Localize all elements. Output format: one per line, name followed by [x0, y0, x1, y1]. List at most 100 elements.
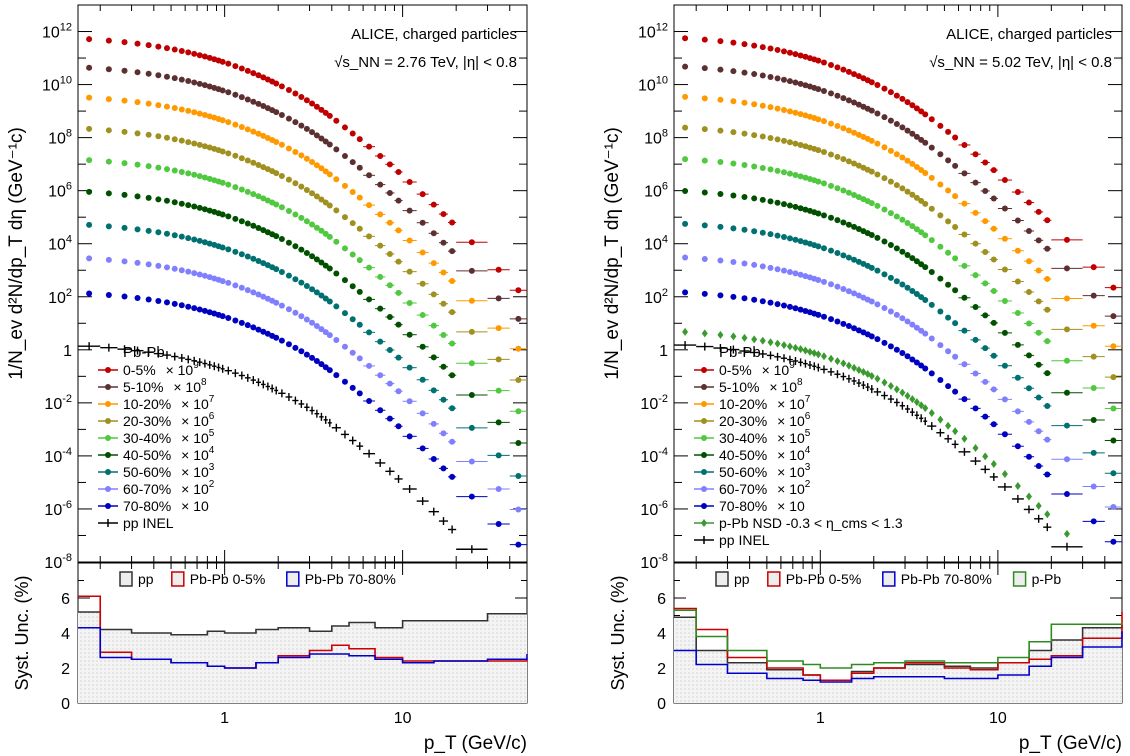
syst-legend-label: Pb-Pb 0-5%: [190, 571, 265, 587]
data-point: [155, 72, 162, 79]
data-point: [815, 210, 822, 217]
data-point: [815, 311, 822, 318]
data-point: [982, 413, 989, 420]
x-axis-title: p_T (GeV/c): [424, 733, 527, 754]
data-point: [767, 198, 774, 205]
data-point: [780, 169, 787, 176]
data-point: [250, 324, 257, 331]
data-point: [419, 445, 426, 452]
data-point: [298, 279, 305, 286]
data-point: [232, 63, 239, 70]
syst-band: [674, 617, 1122, 703]
data-point: [386, 314, 393, 321]
data-point: [185, 49, 192, 56]
data-point: [318, 227, 325, 234]
data-point: [990, 459, 997, 468]
data-point: [185, 202, 192, 209]
data-point: [1035, 394, 1042, 401]
data-point: [219, 179, 226, 186]
data-point: [990, 256, 997, 263]
data-point: [780, 48, 787, 55]
data-point: [982, 452, 989, 461]
data-point: [834, 122, 841, 129]
data-point: [972, 179, 979, 186]
data-point: [318, 361, 325, 368]
data-point: [874, 234, 881, 241]
data-point: [717, 257, 724, 264]
data-point: [893, 245, 900, 252]
data-point: [1063, 265, 1070, 272]
data-point: [815, 277, 822, 284]
data-point: [820, 278, 827, 285]
data-point: [820, 149, 827, 156]
energy-label: √s_NN = 2.76 TeV, |η| < 0.8: [334, 54, 517, 71]
data-point: [990, 167, 997, 174]
data-point: [495, 452, 502, 459]
x-axis-title: p_T (GeV/c): [1019, 733, 1122, 754]
data-point: [395, 227, 402, 234]
data-point: [767, 338, 774, 347]
data-point: [171, 46, 178, 53]
data-point: [682, 220, 689, 227]
data-point: [244, 220, 251, 227]
series-0-5-: [86, 36, 527, 294]
data-point: [326, 265, 333, 272]
data-point: [134, 226, 141, 233]
data-point: [961, 361, 968, 368]
data-point: [717, 292, 724, 299]
y-tick-label: 1: [63, 343, 72, 360]
data-point: [349, 316, 356, 323]
data-point: [232, 121, 239, 128]
syst-legend-label: Pb-Pb 0-5%: [786, 571, 861, 587]
data-point: [244, 253, 251, 260]
data-point: [1044, 370, 1051, 377]
data-point: [767, 104, 774, 111]
data-point: [751, 132, 758, 139]
data-point: [961, 396, 968, 403]
data-point: [326, 367, 333, 374]
data-point: [468, 424, 475, 431]
data-point: [928, 335, 935, 342]
data-point: [155, 262, 162, 269]
data-point: [1063, 357, 1070, 364]
data-point: [855, 131, 862, 138]
data-point: [851, 129, 858, 136]
data-point: [495, 419, 502, 426]
syst-legend-label: pp: [138, 571, 154, 587]
data-point: [780, 267, 787, 274]
data-point: [163, 299, 170, 306]
data-point: [1044, 338, 1051, 345]
legend-label: 70-80% × 10: [719, 498, 805, 514]
data-point: [105, 223, 112, 230]
data-point: [1025, 258, 1032, 265]
data-point: [238, 186, 245, 193]
data-point: [515, 541, 522, 548]
data-point: [922, 111, 929, 118]
data-point: [206, 274, 213, 281]
data-point: [1110, 437, 1117, 444]
data-point: [815, 86, 822, 93]
data-point: [982, 312, 989, 319]
data-point: [318, 165, 325, 172]
data-point: [909, 395, 916, 404]
data-point: [937, 243, 944, 250]
data-point: [1063, 236, 1070, 243]
data-point: [1014, 408, 1021, 415]
data-point: [972, 151, 979, 158]
data-point: [797, 345, 804, 354]
data-point: [786, 342, 793, 351]
data-point: [326, 141, 333, 148]
data-point: [309, 129, 316, 136]
data-point: [909, 255, 916, 262]
data-point: [121, 258, 128, 265]
data-point: [349, 159, 356, 166]
data-point: [1035, 267, 1042, 274]
data-point: [250, 255, 257, 262]
syst-legend-box: [882, 571, 896, 587]
data-point: [845, 288, 852, 295]
data-point: [255, 161, 262, 168]
data-point: [874, 336, 881, 343]
data-point: [449, 248, 456, 255]
data-point: [298, 93, 305, 100]
data-point: [273, 266, 280, 273]
